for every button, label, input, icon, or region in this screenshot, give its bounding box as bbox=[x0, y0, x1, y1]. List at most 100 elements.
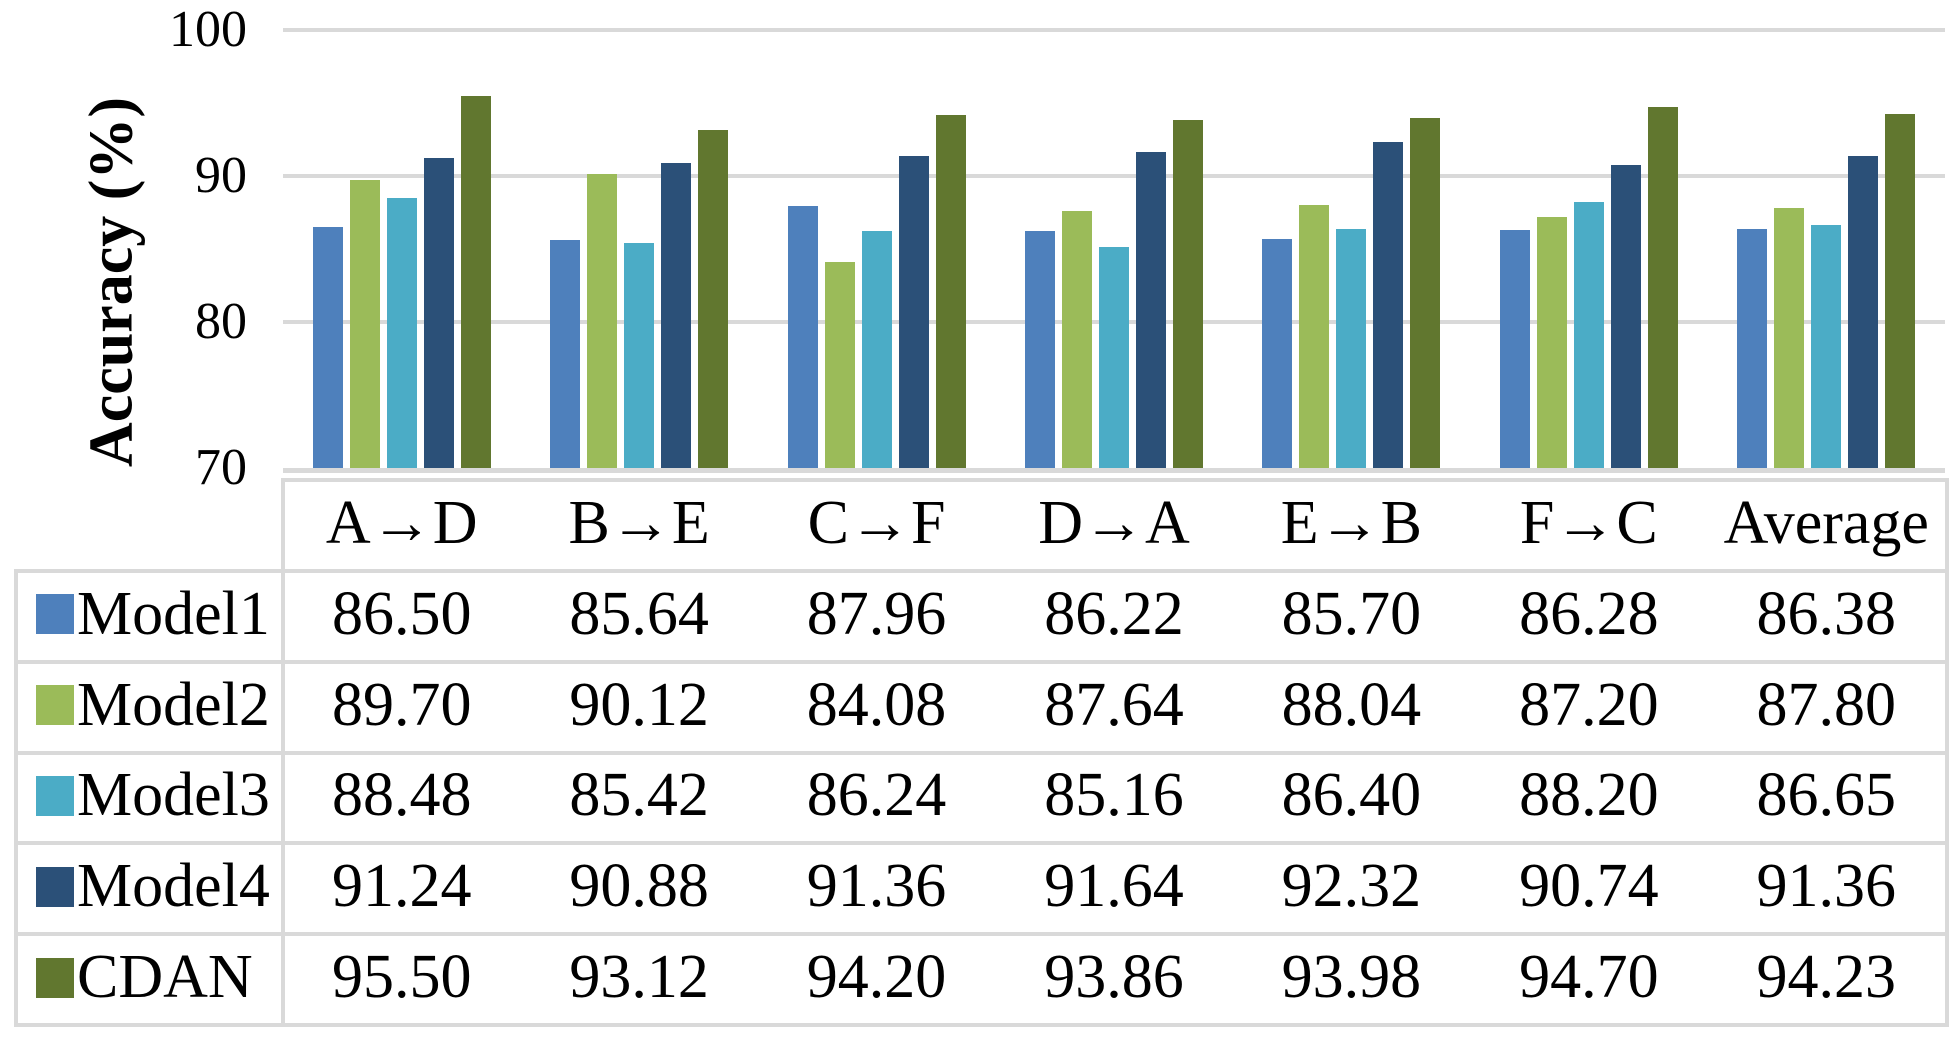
bar-Model2-A→D bbox=[349, 180, 380, 468]
table-value-Model3-E→B: 86.40 bbox=[1281, 761, 1422, 830]
bar-Model2-B→E bbox=[587, 174, 618, 468]
table-value-Model2-D→A: 87.64 bbox=[1044, 670, 1184, 739]
table-border-right bbox=[1945, 478, 1949, 1027]
bar-Model4-E→B bbox=[1373, 142, 1404, 468]
table-header-cell-F→C: F→C bbox=[1519, 488, 1658, 557]
table-value-CDAN-A→D: 95.50 bbox=[331, 943, 472, 1012]
legend-swatch-Model1 bbox=[36, 594, 74, 635]
table-value-Model2-A→D: 89.70 bbox=[331, 670, 472, 739]
bar-CDAN-D→A bbox=[1173, 119, 1203, 468]
bar-CDAN-Average bbox=[1885, 114, 1916, 468]
bar-Model1-Average bbox=[1737, 228, 1768, 468]
table-value-CDAN-B→E: 93.12 bbox=[569, 943, 709, 1012]
bar-Model3-E→B bbox=[1336, 228, 1367, 468]
table-header-cell-D→A: D→A bbox=[1038, 488, 1190, 557]
table-value-Model1-D→A: 86.22 bbox=[1044, 579, 1184, 648]
x-axis-line bbox=[283, 468, 1945, 473]
table-value-Model2-B→E: 90.12 bbox=[569, 670, 709, 739]
table-header-cell-A→D: A→D bbox=[325, 488, 478, 557]
bar-Model2-D→A bbox=[1062, 210, 1092, 468]
table-value-Model1-E→B: 85.70 bbox=[1281, 579, 1422, 648]
table-value-Model1-Average: 86.38 bbox=[1756, 579, 1897, 648]
table-row-label-Model2: Model2 bbox=[14, 660, 281, 751]
table-value-Model4-Average: 91.36 bbox=[1756, 852, 1897, 921]
table-value-Model3-B→E: 85.42 bbox=[569, 761, 709, 830]
table-value-Model4-C→F: 91.36 bbox=[806, 852, 947, 921]
table-border-row-1 bbox=[14, 568, 1949, 573]
table-border-header-top bbox=[283, 478, 1945, 482]
table-border-label-separator bbox=[281, 478, 285, 1027]
table-value-CDAN-D→A: 93.86 bbox=[1044, 943, 1184, 1012]
table-value-Model3-F→C: 88.20 bbox=[1519, 761, 1659, 830]
table-value-CDAN-Average: 94.23 bbox=[1756, 943, 1897, 1012]
bar-Model2-C→F bbox=[824, 262, 855, 468]
y-tick-label-70: 70 bbox=[195, 439, 247, 496]
bar-Model1-A→D bbox=[312, 227, 343, 468]
bar-Model1-D→A bbox=[1025, 231, 1055, 468]
y-tick-label-90: 90 bbox=[195, 147, 247, 204]
bar-Model3-Average bbox=[1811, 224, 1842, 468]
bar-Model1-F→C bbox=[1499, 230, 1530, 468]
bar-Model4-A→D bbox=[423, 157, 454, 468]
bar-Model2-E→B bbox=[1299, 204, 1330, 468]
table-value-Model2-Average: 87.80 bbox=[1756, 670, 1897, 739]
bar-Model3-D→A bbox=[1099, 246, 1129, 468]
bar-Model3-F→C bbox=[1573, 202, 1604, 468]
table-value-Model1-B→E: 85.64 bbox=[569, 579, 709, 648]
bar-Model4-Average bbox=[1848, 156, 1879, 468]
table-header-cell-E→B: E→B bbox=[1280, 488, 1423, 557]
bar-Model3-A→D bbox=[386, 198, 417, 468]
series-name: Model1 bbox=[77, 579, 270, 648]
bar-Model1-B→E bbox=[550, 239, 581, 468]
series-name: CDAN bbox=[77, 943, 253, 1012]
table-row-label-Model3: Model3 bbox=[14, 751, 281, 842]
bar-Model4-C→F bbox=[898, 156, 929, 468]
bar-Model1-C→F bbox=[787, 205, 818, 468]
table-border-row-3 bbox=[14, 750, 1949, 755]
bar-Model4-F→C bbox=[1610, 165, 1641, 468]
y-tick-label-80: 80 bbox=[195, 293, 247, 350]
bar-CDAN-E→B bbox=[1410, 117, 1441, 468]
table-value-Model3-C→F: 86.24 bbox=[806, 761, 947, 830]
table-value-Model4-B→E: 90.88 bbox=[569, 852, 709, 921]
table-row-label-Model1: Model1 bbox=[14, 569, 281, 660]
table-value-Model4-D→A: 91.64 bbox=[1044, 852, 1184, 921]
table-border-left bbox=[14, 568, 18, 1027]
series-name: Model2 bbox=[77, 670, 270, 739]
bar-CDAN-B→E bbox=[698, 130, 729, 468]
table-value-Model1-A→D: 86.50 bbox=[331, 579, 472, 648]
bar-Model4-B→E bbox=[661, 163, 692, 468]
table-value-CDAN-F→C: 94.70 bbox=[1519, 943, 1659, 1012]
table-row-label-CDAN: CDAN bbox=[14, 932, 281, 1023]
bar-Model2-Average bbox=[1774, 208, 1805, 468]
legend-swatch-Model4 bbox=[36, 866, 74, 907]
table-row-label-Model4: Model4 bbox=[14, 841, 281, 932]
table-value-Model2-E→B: 88.04 bbox=[1281, 670, 1422, 739]
bar-CDAN-A→D bbox=[460, 95, 491, 468]
table-border-row-5 bbox=[14, 932, 1949, 937]
bar-CDAN-F→C bbox=[1647, 107, 1678, 468]
bar-Model4-D→A bbox=[1136, 152, 1166, 468]
table-header-cell-Average: Average bbox=[1723, 488, 1929, 557]
bar-Model1-E→B bbox=[1262, 238, 1293, 468]
legend-swatch-CDAN bbox=[36, 957, 74, 998]
table-border-row-6 bbox=[14, 1023, 1949, 1027]
table-value-Model4-E→B: 92.32 bbox=[1281, 852, 1422, 921]
table-header-cell-C→F: C→F bbox=[807, 488, 946, 557]
legend-swatch-Model3 bbox=[36, 775, 74, 816]
gridline-90 bbox=[283, 174, 1945, 178]
table-value-Model4-A→D: 91.24 bbox=[331, 852, 472, 921]
table-value-Model1-F→C: 86.28 bbox=[1519, 579, 1659, 648]
table-border-row-2 bbox=[14, 659, 1949, 664]
table-value-Model3-Average: 86.65 bbox=[1756, 761, 1897, 830]
series-name: Model3 bbox=[77, 761, 270, 830]
table-value-Model1-C→F: 87.96 bbox=[806, 579, 947, 648]
table-value-Model3-A→D: 88.48 bbox=[331, 761, 472, 830]
y-tick-label-100: 100 bbox=[169, 1, 247, 58]
legend-swatch-Model2 bbox=[36, 685, 74, 726]
series-name: Model4 bbox=[77, 852, 270, 921]
bar-Model3-B→E bbox=[624, 242, 655, 468]
table-header-cell-B→E: B→E bbox=[568, 488, 710, 557]
bar-CDAN-C→F bbox=[935, 114, 966, 468]
